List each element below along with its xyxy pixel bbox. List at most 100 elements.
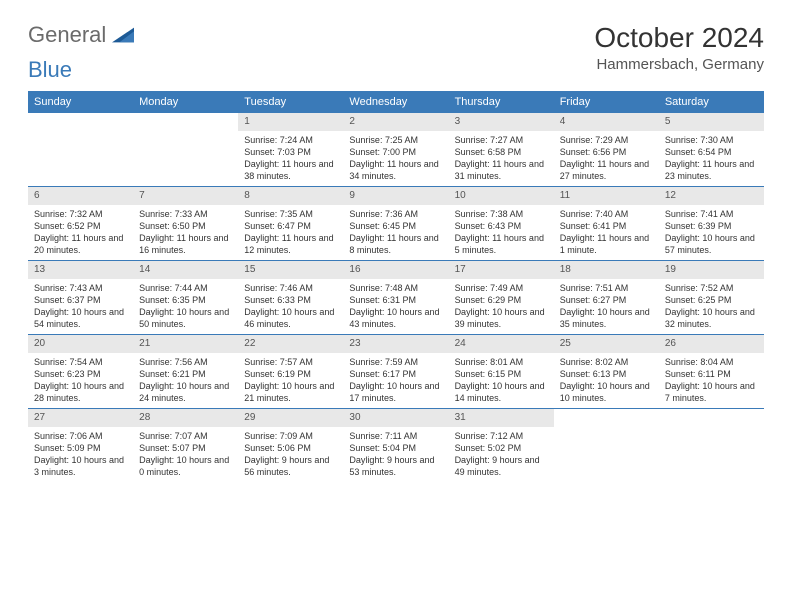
sunrise-line: Sunrise: 7:44 AM <box>139 282 232 294</box>
daylight-line: Daylight: 10 hours and 7 minutes. <box>665 380 758 404</box>
cell-body: Sunrise: 7:51 AMSunset: 6:27 PMDaylight:… <box>554 279 659 335</box>
day-number: 18 <box>554 261 659 279</box>
sunrise-line: Sunrise: 7:24 AM <box>244 134 337 146</box>
sunset-line: Sunset: 5:06 PM <box>244 442 337 454</box>
calendar-cell: 22Sunrise: 7:57 AMSunset: 6:19 PMDayligh… <box>238 335 343 408</box>
sunrise-line: Sunrise: 7:35 AM <box>244 208 337 220</box>
daylight-line: Daylight: 10 hours and 46 minutes. <box>244 306 337 330</box>
sunrise-line: Sunrise: 7:52 AM <box>665 282 758 294</box>
daylight-line: Daylight: 10 hours and 24 minutes. <box>139 380 232 404</box>
sunrise-line: Sunrise: 7:56 AM <box>139 356 232 368</box>
daylight-line: Daylight: 10 hours and 17 minutes. <box>349 380 442 404</box>
sunset-line: Sunset: 6:50 PM <box>139 220 232 232</box>
calendar-cell: 25Sunrise: 8:02 AMSunset: 6:13 PMDayligh… <box>554 335 659 408</box>
sunset-line: Sunset: 7:00 PM <box>349 146 442 158</box>
cell-body: Sunrise: 7:38 AMSunset: 6:43 PMDaylight:… <box>449 205 554 261</box>
calendar-cell: 31Sunrise: 7:12 AMSunset: 5:02 PMDayligh… <box>449 409 554 482</box>
day-number: 6 <box>28 187 133 205</box>
calendar-cell: 28Sunrise: 7:07 AMSunset: 5:07 PMDayligh… <box>133 409 238 482</box>
calendar-cell: 11Sunrise: 7:40 AMSunset: 6:41 PMDayligh… <box>554 187 659 260</box>
sunrise-line: Sunrise: 7:07 AM <box>139 430 232 442</box>
calendar-cell: 16Sunrise: 7:48 AMSunset: 6:31 PMDayligh… <box>343 261 448 334</box>
daylight-line: Daylight: 11 hours and 20 minutes. <box>34 232 127 256</box>
sunset-line: Sunset: 6:54 PM <box>665 146 758 158</box>
sunrise-line: Sunrise: 8:04 AM <box>665 356 758 368</box>
daylight-line: Daylight: 10 hours and 35 minutes. <box>560 306 653 330</box>
logo-triangle-icon <box>112 27 134 43</box>
calendar-cell: 9Sunrise: 7:36 AMSunset: 6:45 PMDaylight… <box>343 187 448 260</box>
cell-body: Sunrise: 7:24 AMSunset: 7:03 PMDaylight:… <box>238 131 343 187</box>
day-number: 31 <box>449 409 554 427</box>
cell-body: Sunrise: 8:04 AMSunset: 6:11 PMDaylight:… <box>659 353 764 409</box>
daylight-line: Daylight: 10 hours and 21 minutes. <box>244 380 337 404</box>
sunrise-line: Sunrise: 7:09 AM <box>244 430 337 442</box>
sunrise-line: Sunrise: 7:29 AM <box>560 134 653 146</box>
sunset-line: Sunset: 5:09 PM <box>34 442 127 454</box>
sunrise-line: Sunrise: 7:36 AM <box>349 208 442 220</box>
calendar-cell: 17Sunrise: 7:49 AMSunset: 6:29 PMDayligh… <box>449 261 554 334</box>
calendar-cell <box>659 409 764 482</box>
calendar-cell: 13Sunrise: 7:43 AMSunset: 6:37 PMDayligh… <box>28 261 133 334</box>
daylight-line: Daylight: 10 hours and 10 minutes. <box>560 380 653 404</box>
cell-body: Sunrise: 7:40 AMSunset: 6:41 PMDaylight:… <box>554 205 659 261</box>
daylight-line: Daylight: 10 hours and 14 minutes. <box>455 380 548 404</box>
day-number: 7 <box>133 187 238 205</box>
cell-body: Sunrise: 7:33 AMSunset: 6:50 PMDaylight:… <box>133 205 238 261</box>
daylight-line: Daylight: 10 hours and 50 minutes. <box>139 306 232 330</box>
cell-body: Sunrise: 7:07 AMSunset: 5:07 PMDaylight:… <box>133 427 238 483</box>
sunrise-line: Sunrise: 7:57 AM <box>244 356 337 368</box>
calendar-cell: 14Sunrise: 7:44 AMSunset: 6:35 PMDayligh… <box>133 261 238 334</box>
calendar-week: 1Sunrise: 7:24 AMSunset: 7:03 PMDaylight… <box>28 113 764 186</box>
day-header: Monday <box>133 91 238 113</box>
day-header: Tuesday <box>238 91 343 113</box>
sunrise-line: Sunrise: 7:54 AM <box>34 356 127 368</box>
daylight-line: Daylight: 11 hours and 31 minutes. <box>455 158 548 182</box>
day-number: 11 <box>554 187 659 205</box>
sunset-line: Sunset: 6:35 PM <box>139 294 232 306</box>
day-number: 2 <box>343 113 448 131</box>
calendar-week: 6Sunrise: 7:32 AMSunset: 6:52 PMDaylight… <box>28 186 764 260</box>
sunrise-line: Sunrise: 7:27 AM <box>455 134 548 146</box>
logo-text-general: General <box>28 22 106 48</box>
sunset-line: Sunset: 6:52 PM <box>34 220 127 232</box>
cell-body: Sunrise: 7:30 AMSunset: 6:54 PMDaylight:… <box>659 131 764 187</box>
day-number: 1 <box>238 113 343 131</box>
sunset-line: Sunset: 6:33 PM <box>244 294 337 306</box>
day-number: 17 <box>449 261 554 279</box>
day-number: 26 <box>659 335 764 353</box>
day-number: 12 <box>659 187 764 205</box>
daylight-line: Daylight: 9 hours and 49 minutes. <box>455 454 548 478</box>
daylight-line: Daylight: 11 hours and 12 minutes. <box>244 232 337 256</box>
calendar-cell: 29Sunrise: 7:09 AMSunset: 5:06 PMDayligh… <box>238 409 343 482</box>
calendar-cell: 4Sunrise: 7:29 AMSunset: 6:56 PMDaylight… <box>554 113 659 186</box>
cell-body: Sunrise: 7:59 AMSunset: 6:17 PMDaylight:… <box>343 353 448 409</box>
daylight-line: Daylight: 10 hours and 54 minutes. <box>34 306 127 330</box>
logo-text-blue: Blue <box>28 57 72 82</box>
daylight-line: Daylight: 11 hours and 34 minutes. <box>349 158 442 182</box>
calendar: SundayMondayTuesdayWednesdayThursdayFrid… <box>28 91 764 482</box>
day-number: 5 <box>659 113 764 131</box>
sunrise-line: Sunrise: 8:01 AM <box>455 356 548 368</box>
day-number: 10 <box>449 187 554 205</box>
sunrise-line: Sunrise: 7:48 AM <box>349 282 442 294</box>
sunset-line: Sunset: 6:39 PM <box>665 220 758 232</box>
sunrise-line: Sunrise: 7:51 AM <box>560 282 653 294</box>
day-number <box>28 113 133 131</box>
day-number <box>659 409 764 427</box>
day-number: 24 <box>449 335 554 353</box>
calendar-cell: 3Sunrise: 7:27 AMSunset: 6:58 PMDaylight… <box>449 113 554 186</box>
sunrise-line: Sunrise: 7:32 AM <box>34 208 127 220</box>
sunrise-line: Sunrise: 7:46 AM <box>244 282 337 294</box>
daylight-line: Daylight: 11 hours and 38 minutes. <box>244 158 337 182</box>
sunrise-line: Sunrise: 7:25 AM <box>349 134 442 146</box>
sunset-line: Sunset: 6:41 PM <box>560 220 653 232</box>
sunset-line: Sunset: 6:56 PM <box>560 146 653 158</box>
logo: General <box>28 22 136 48</box>
calendar-cell: 6Sunrise: 7:32 AMSunset: 6:52 PMDaylight… <box>28 187 133 260</box>
sunrise-line: Sunrise: 7:11 AM <box>349 430 442 442</box>
daylight-line: Daylight: 11 hours and 8 minutes. <box>349 232 442 256</box>
cell-body: Sunrise: 7:32 AMSunset: 6:52 PMDaylight:… <box>28 205 133 261</box>
calendar-cell <box>133 113 238 186</box>
daylight-line: Daylight: 10 hours and 57 minutes. <box>665 232 758 256</box>
day-number: 8 <box>238 187 343 205</box>
